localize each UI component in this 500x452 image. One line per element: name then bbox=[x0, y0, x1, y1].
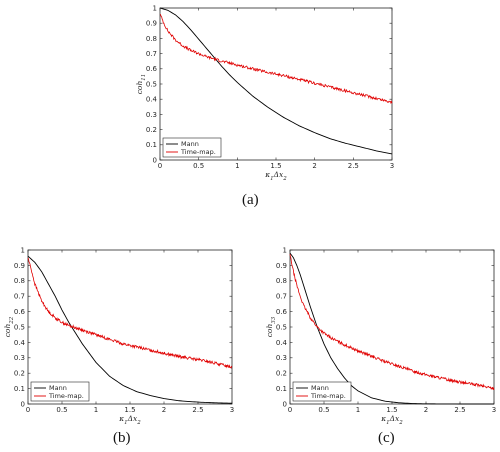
y-tick-label: 0.8 bbox=[14, 277, 25, 285]
y-tick-label: 0.1 bbox=[14, 385, 25, 393]
legend-entry: Time-map. bbox=[48, 392, 84, 400]
legend-entry: Time-map. bbox=[180, 148, 216, 156]
y-tick-label: 0.9 bbox=[14, 262, 25, 270]
x-axis-label: κ1Δx2 bbox=[380, 414, 403, 426]
x-tick-label: 0 bbox=[158, 162, 162, 170]
x-tick-label: 1.5 bbox=[270, 162, 281, 170]
x-tick-label: 1 bbox=[356, 406, 360, 414]
y-tick-label: 0.4 bbox=[14, 339, 26, 347]
x-tick-label: 3 bbox=[492, 406, 496, 414]
legend-entry: Mann bbox=[49, 384, 67, 392]
y-tick-label: 0.6 bbox=[146, 65, 158, 73]
y-tick-label: 0.5 bbox=[146, 80, 157, 88]
x-tick-label: 2.5 bbox=[192, 406, 203, 414]
caption-b: (b) bbox=[113, 430, 131, 446]
series-line-mann bbox=[27, 255, 233, 404]
y-tick-label: 0.1 bbox=[276, 385, 287, 393]
x-tick-label: 1.5 bbox=[386, 406, 397, 414]
y-axis-label: coh33 bbox=[265, 316, 277, 337]
y-tick-label: 1 bbox=[283, 246, 287, 254]
y-tick-label: 0.7 bbox=[14, 293, 25, 301]
series-line-mann bbox=[289, 252, 494, 405]
plot-frame bbox=[27, 249, 233, 405]
x-tick-label: 2 bbox=[162, 406, 166, 414]
y-tick-label: 0 bbox=[153, 156, 157, 164]
caption-c: (c) bbox=[378, 430, 395, 446]
series-line-mann bbox=[159, 7, 393, 155]
x-tick-label: 1 bbox=[235, 162, 239, 170]
plot-frame bbox=[289, 249, 495, 405]
legend-entry: Time-map. bbox=[310, 392, 346, 400]
y-tick-label: 0.9 bbox=[276, 262, 287, 270]
series-line-time-map bbox=[289, 254, 495, 390]
y-tick-label: 0.3 bbox=[14, 354, 25, 362]
x-tick-label: 2 bbox=[312, 162, 316, 170]
y-tick-label: 0.6 bbox=[14, 308, 26, 316]
x-tick-label: 0 bbox=[26, 406, 30, 414]
y-tick-label: 0.1 bbox=[146, 141, 157, 149]
plot-frame bbox=[159, 7, 393, 161]
y-tick-label: 0.5 bbox=[14, 323, 25, 331]
x-tick-label: 0.5 bbox=[318, 406, 329, 414]
y-tick-label: 0.4 bbox=[146, 96, 158, 104]
series-line-time-map bbox=[159, 14, 393, 105]
x-tick-label: 0.5 bbox=[193, 162, 204, 170]
y-axis-label: coh11 bbox=[135, 74, 147, 95]
x-axis-label: κ1Δx2 bbox=[264, 170, 287, 182]
y-tick-label: 0.9 bbox=[146, 20, 157, 28]
y-tick-label: 0.8 bbox=[276, 277, 287, 285]
chart-panel-b: 0 0.5 1 1.5 2 2.5 3 0 0.1 0.2 0.3 0.4 0.5 0.6 0.7 0.8 0.… bbox=[3, 246, 234, 426]
series-line-time-map bbox=[27, 257, 233, 369]
caption-a: (a) bbox=[242, 192, 259, 208]
x-tick-label: 1.5 bbox=[124, 406, 135, 414]
y-axis-label: coh22 bbox=[3, 316, 15, 337]
y-tick-label: 0.2 bbox=[14, 370, 25, 378]
y-tick-label: 0.2 bbox=[146, 126, 157, 134]
x-tick-label: 2.5 bbox=[454, 406, 465, 414]
x-tick-label: 0.5 bbox=[56, 406, 67, 414]
y-tick-label: 0.6 bbox=[276, 308, 288, 316]
legend-entry: Mann bbox=[181, 140, 199, 148]
y-tick-label: 0.7 bbox=[146, 50, 157, 58]
x-tick-label: 2 bbox=[424, 406, 428, 414]
y-tick-label: 1 bbox=[21, 246, 25, 254]
x-tick-label: 1 bbox=[94, 406, 98, 414]
y-tick-label: 0 bbox=[21, 400, 25, 408]
x-tick-label: 2.5 bbox=[348, 162, 359, 170]
y-tick-label: 0.7 bbox=[276, 293, 287, 301]
x-axis-label: κ1Δx2 bbox=[118, 414, 141, 426]
chart-panel-a: 0 0.5 1 1.5 2 2.5 3 0 0.1 0.2 0.3 0.4 0.5 0.6 0.7 0.8 0.… bbox=[135, 4, 394, 182]
y-tick-label: 0 bbox=[283, 400, 287, 408]
y-tick-label: 0.3 bbox=[146, 111, 157, 119]
chart-panel-c: 0 0.5 1 1.5 2 2.5 3 0 0.1 0.2 0.3 0.4 0.5 0.6 0.7 0.8 0.… bbox=[265, 246, 496, 426]
x-tick-label: 3 bbox=[390, 162, 394, 170]
y-tick-label: 0.3 bbox=[276, 354, 287, 362]
x-tick-label: 0 bbox=[288, 406, 292, 414]
y-tick-label: 0.2 bbox=[276, 370, 287, 378]
legend-entry: Mann bbox=[311, 384, 329, 392]
x-tick-label: 3 bbox=[230, 406, 234, 414]
y-tick-label: 0.4 bbox=[276, 339, 288, 347]
y-tick-label: 0.5 bbox=[276, 323, 287, 331]
y-tick-label: 1 bbox=[153, 4, 157, 12]
y-tick-label: 0.8 bbox=[146, 35, 157, 43]
